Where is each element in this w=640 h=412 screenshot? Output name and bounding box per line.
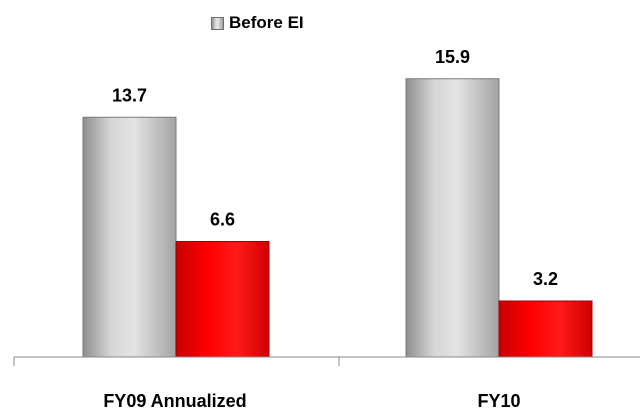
- bar-series-2-fy09-annualized: [175, 241, 270, 358]
- bar-before-ei-fy10: [405, 78, 500, 358]
- legend-label-before-ei: Before EI: [229, 13, 304, 32]
- data-label-before-ei-fy09-annualized: 13.7: [112, 85, 147, 105]
- legend-swatch-before-ei: [211, 16, 224, 30]
- data-label-before-ei-fy10: 15.9: [435, 47, 470, 67]
- x-tick-label-fy10: FY10: [477, 391, 520, 411]
- bar-before-ei-fy09-annualized: [82, 116, 177, 358]
- data-labels-layer: 13.7 15.9 6.6 3.2: [112, 47, 558, 289]
- data-label-series-2-fy10: 3.2: [533, 269, 558, 289]
- data-label-series-2-fy09-annualized: 6.6: [210, 210, 235, 230]
- chart-legend: Before EI: [211, 12, 304, 34]
- bars-layer: [82, 78, 593, 358]
- bar-series-2-fy10: [498, 300, 593, 358]
- x-tick-label-fy09-annualized: FY09 Annualized: [103, 391, 246, 411]
